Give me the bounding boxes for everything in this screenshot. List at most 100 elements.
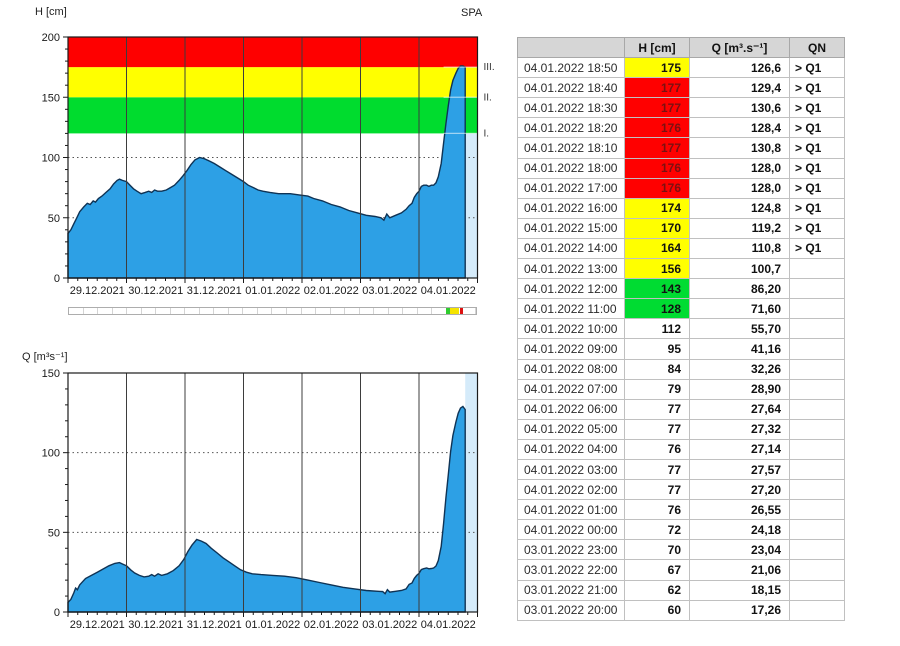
qn-cell: > Q1 xyxy=(789,157,845,179)
svg-text:02.01.2022: 02.01.2022 xyxy=(304,619,359,631)
h-value-cell: 170 xyxy=(624,217,690,239)
qn-cell xyxy=(789,298,845,320)
timestamp-cell: 04.01.2022 09:00 xyxy=(517,338,625,360)
q-value-cell: 130,8 xyxy=(689,137,790,159)
h-value-cell: 128 xyxy=(624,298,690,320)
svg-text:01.01.2022: 01.01.2022 xyxy=(245,619,300,631)
h-value-cell: 95 xyxy=(624,338,690,360)
table-row: 04.01.2022 18:30 177 130,6 > Q1 xyxy=(517,97,845,119)
timestamp-cell: 04.01.2022 07:00 xyxy=(517,378,625,400)
q-value-cell: 71,60 xyxy=(689,298,790,320)
q-value-cell: 126,6 xyxy=(689,57,790,79)
qn-cell xyxy=(789,479,845,501)
q-value-cell: 128,4 xyxy=(689,117,790,139)
h-value-cell: 177 xyxy=(624,137,690,159)
table-row: 04.01.2022 00:00 72 24,18 xyxy=(517,519,845,541)
scrollbar-segment xyxy=(374,308,389,314)
q-value-cell: 23,04 xyxy=(689,539,790,561)
q-value-cell: 41,16 xyxy=(689,338,790,360)
q-value-cell: 28,90 xyxy=(689,378,790,400)
time-range-scrollbar[interactable] xyxy=(68,307,477,315)
qn-cell xyxy=(789,338,845,360)
h-value-cell: 76 xyxy=(624,499,690,521)
table-row: 04.01.2022 18:10 177 130,8 > Q1 xyxy=(517,137,845,159)
qn-cell: > Q1 xyxy=(789,97,845,119)
q-value-cell: 86,20 xyxy=(689,278,790,300)
scrollbar-segment xyxy=(171,308,186,314)
q-value-cell: 110,8 xyxy=(689,237,790,260)
svg-text:0: 0 xyxy=(54,607,60,619)
qn-cell xyxy=(789,559,845,581)
qn-cell: > Q1 xyxy=(789,57,845,79)
timestamp-header xyxy=(517,36,625,59)
h-value-cell: 70 xyxy=(624,539,690,561)
timestamp-cell: 04.01.2022 00:00 xyxy=(517,519,625,541)
qn-cell: > Q1 xyxy=(789,137,845,159)
timestamp-cell: 03.01.2022 21:00 xyxy=(517,579,625,601)
svg-text:29.12.2021: 29.12.2021 xyxy=(70,619,125,631)
h-value-cell: 112 xyxy=(624,318,690,340)
svg-text:150: 150 xyxy=(42,92,60,104)
q-value-cell: 17,26 xyxy=(689,599,790,621)
h-column-header: H [cm] xyxy=(624,36,690,59)
q-chart-axis-title: Q [m³s⁻¹] xyxy=(22,351,68,363)
q-value-cell: 124,8 xyxy=(689,197,790,219)
h-value-cell: 177 xyxy=(624,97,690,119)
svg-text:03.01.2022: 03.01.2022 xyxy=(362,285,417,297)
timestamp-cell: 04.01.2022 15:00 xyxy=(517,217,625,239)
qn-cell: > Q1 xyxy=(789,197,845,219)
qn-cell xyxy=(789,579,845,601)
svg-text:I.: I. xyxy=(484,128,490,139)
qn-cell xyxy=(789,458,845,481)
h-value-cell: 79 xyxy=(624,378,690,400)
table-row: 04.01.2022 07:00 79 28,90 xyxy=(517,378,845,400)
qn-cell xyxy=(789,318,845,340)
qn-cell xyxy=(789,499,845,521)
table-row: 04.01.2022 15:00 170 119,2 > Q1 xyxy=(517,217,845,239)
qn-cell xyxy=(789,278,845,300)
table-row: 04.01.2022 11:00 128 71,60 xyxy=(517,298,845,320)
table-row: 04.01.2022 18:50 175 126,6 > Q1 xyxy=(517,57,845,79)
qn-cell: > Q1 xyxy=(789,117,845,139)
timestamp-cell: 04.01.2022 10:00 xyxy=(517,318,625,340)
table-row: 04.01.2022 06:00 77 27,64 xyxy=(517,398,845,420)
timestamp-cell: 04.01.2022 18:40 xyxy=(517,77,625,99)
scrollbar-segment xyxy=(345,308,360,314)
h-value-cell: 175 xyxy=(624,57,690,79)
h-value-cell: 77 xyxy=(624,479,690,501)
h-value-cell: 84 xyxy=(624,358,690,380)
timestamp-cell: 04.01.2022 05:00 xyxy=(517,418,625,440)
scrollbar-segment xyxy=(113,308,128,314)
h-value-cell: 60 xyxy=(624,599,690,621)
scrollbar-segment xyxy=(84,308,99,314)
alert-range-marker xyxy=(460,308,463,314)
timestamp-cell: 04.01.2022 18:30 xyxy=(517,97,625,119)
q-value-cell: 128,0 xyxy=(689,157,790,179)
timestamp-cell: 04.01.2022 11:00 xyxy=(517,298,625,320)
table-header-row: H [cm] Q [m³.s⁻¹] QN xyxy=(517,36,845,59)
timestamp-cell: 04.01.2022 08:00 xyxy=(517,358,625,380)
h-value-cell: 176 xyxy=(624,177,690,199)
timestamp-cell: 03.01.2022 20:00 xyxy=(517,599,625,621)
svg-text:100: 100 xyxy=(42,153,60,165)
timestamp-cell: 04.01.2022 01:00 xyxy=(517,499,625,521)
q-value-cell: 27,64 xyxy=(689,398,790,420)
qn-cell xyxy=(789,519,845,541)
q-value-cell: 24,18 xyxy=(689,519,790,541)
table-row: 04.01.2022 09:00 95 41,16 xyxy=(517,338,845,360)
h-value-cell: 143 xyxy=(624,278,690,300)
table-row: 03.01.2022 23:00 70 23,04 xyxy=(517,539,845,561)
timestamp-cell: 04.01.2022 06:00 xyxy=(517,398,625,420)
scrollbar-segment xyxy=(156,308,171,314)
scrollbar-segment xyxy=(432,308,447,314)
svg-text:04.01.2022: 04.01.2022 xyxy=(421,619,476,631)
qn-cell xyxy=(789,358,845,380)
q-value-cell: 18,15 xyxy=(689,579,790,601)
qn-column-header: QN xyxy=(789,36,845,59)
svg-text:100: 100 xyxy=(42,448,60,460)
scrollbar-segment xyxy=(69,308,84,314)
scrollbar-segment xyxy=(243,308,258,314)
svg-text:04.01.2022: 04.01.2022 xyxy=(421,285,476,297)
alert-range-marker xyxy=(450,308,459,314)
svg-text:30.12.2021: 30.12.2021 xyxy=(128,285,183,297)
